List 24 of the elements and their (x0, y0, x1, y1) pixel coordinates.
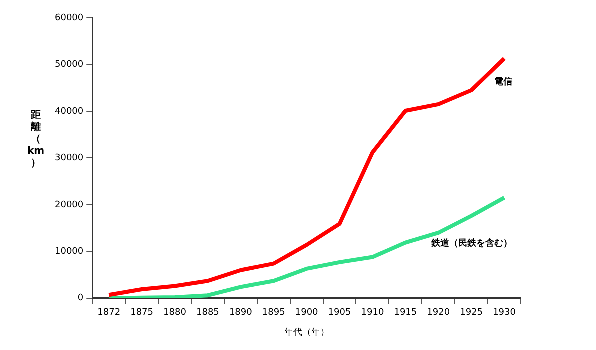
y-tick-label: 30000 (54, 154, 84, 164)
y-tick-label: 0 (78, 294, 84, 304)
x-tick-label: 1910 (361, 308, 384, 318)
x-axis-title: 年代（年） (284, 326, 330, 338)
series-label: 鉄道（民鉄を含む） (430, 238, 513, 249)
y-tick-label: 10000 (54, 247, 84, 258)
y-tick-label: 20000 (54, 200, 84, 210)
y-tick-label: 60000 (54, 13, 84, 24)
x-tick-label: 1875 (130, 308, 154, 318)
x-tick-label: 1920 (427, 308, 450, 318)
y-tick-label: 50000 (54, 60, 84, 70)
x-tick-label: 1905 (328, 308, 352, 318)
x-tick-label: 1880 (164, 308, 187, 318)
x-tick-label: 1872 (98, 308, 121, 318)
x-tick-label: 1925 (460, 308, 484, 318)
x-tick-label: 1915 (394, 308, 418, 318)
x-tick-label: 1900 (295, 308, 319, 318)
x-tick-label: 1885 (196, 308, 220, 318)
series-label: 電信 (494, 76, 513, 88)
x-tick-label: 1930 (493, 308, 516, 318)
y-axis-title: 距離（km） (26, 110, 46, 170)
x-tick-label: 1895 (262, 308, 286, 318)
y-tick-label: 40000 (54, 106, 84, 117)
x-tick-label: 1890 (229, 308, 253, 318)
